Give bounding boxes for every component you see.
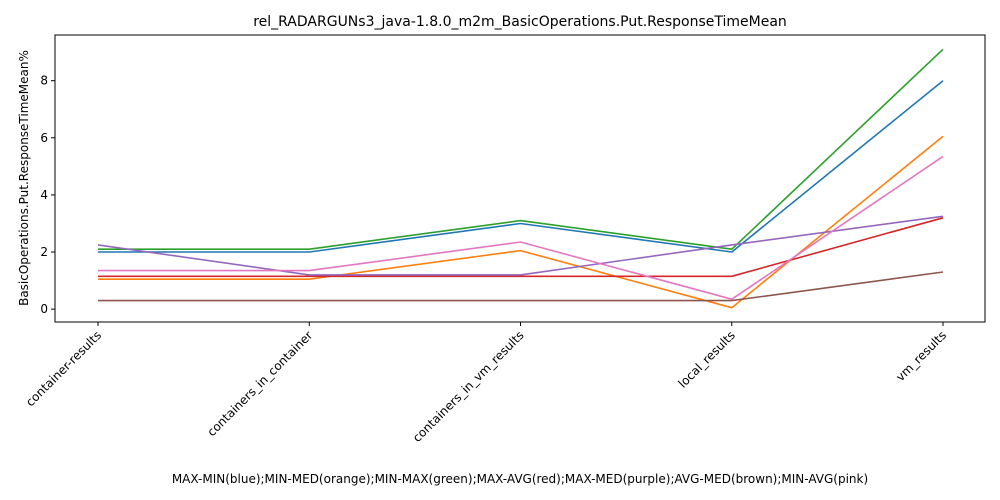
x-axis-label: MAX-MIN(blue);MIN-MED(orange);MIN-MAX(gr… [172, 472, 868, 486]
series-line-2 [98, 48, 944, 250]
y-axis-label: BasicOperations.Put.ResponseTimeMean% [17, 50, 31, 306]
y-tick-label: 6 [40, 131, 48, 145]
x-tick-label: local_results [676, 328, 738, 390]
y-tick-label: 4 [40, 188, 48, 202]
series-line-1 [98, 135, 944, 309]
x-tick-label: containers_in_container [204, 328, 315, 439]
series-line-5 [98, 271, 944, 302]
chart-title: rel_RADARGUNs3_java-1.8.0_m2m_BasicOpera… [253, 14, 787, 30]
y-tick-label: 8 [40, 74, 48, 88]
y-tick-label: 0 [40, 302, 48, 316]
x-tick-label: containers_in_vm_results [410, 328, 527, 445]
y-tick-label: 2 [40, 245, 48, 259]
x-tick-label: container-results [23, 328, 104, 409]
series-line-6 [98, 155, 944, 301]
series-line-3 [98, 217, 944, 278]
series-line-0 [98, 80, 944, 253]
plot-area: 0 2 4 6 8 container-results containers_in_cont… [23, 34, 986, 445]
series-line-4 [97, 215, 944, 276]
x-tick-label: vm_results [893, 328, 949, 384]
